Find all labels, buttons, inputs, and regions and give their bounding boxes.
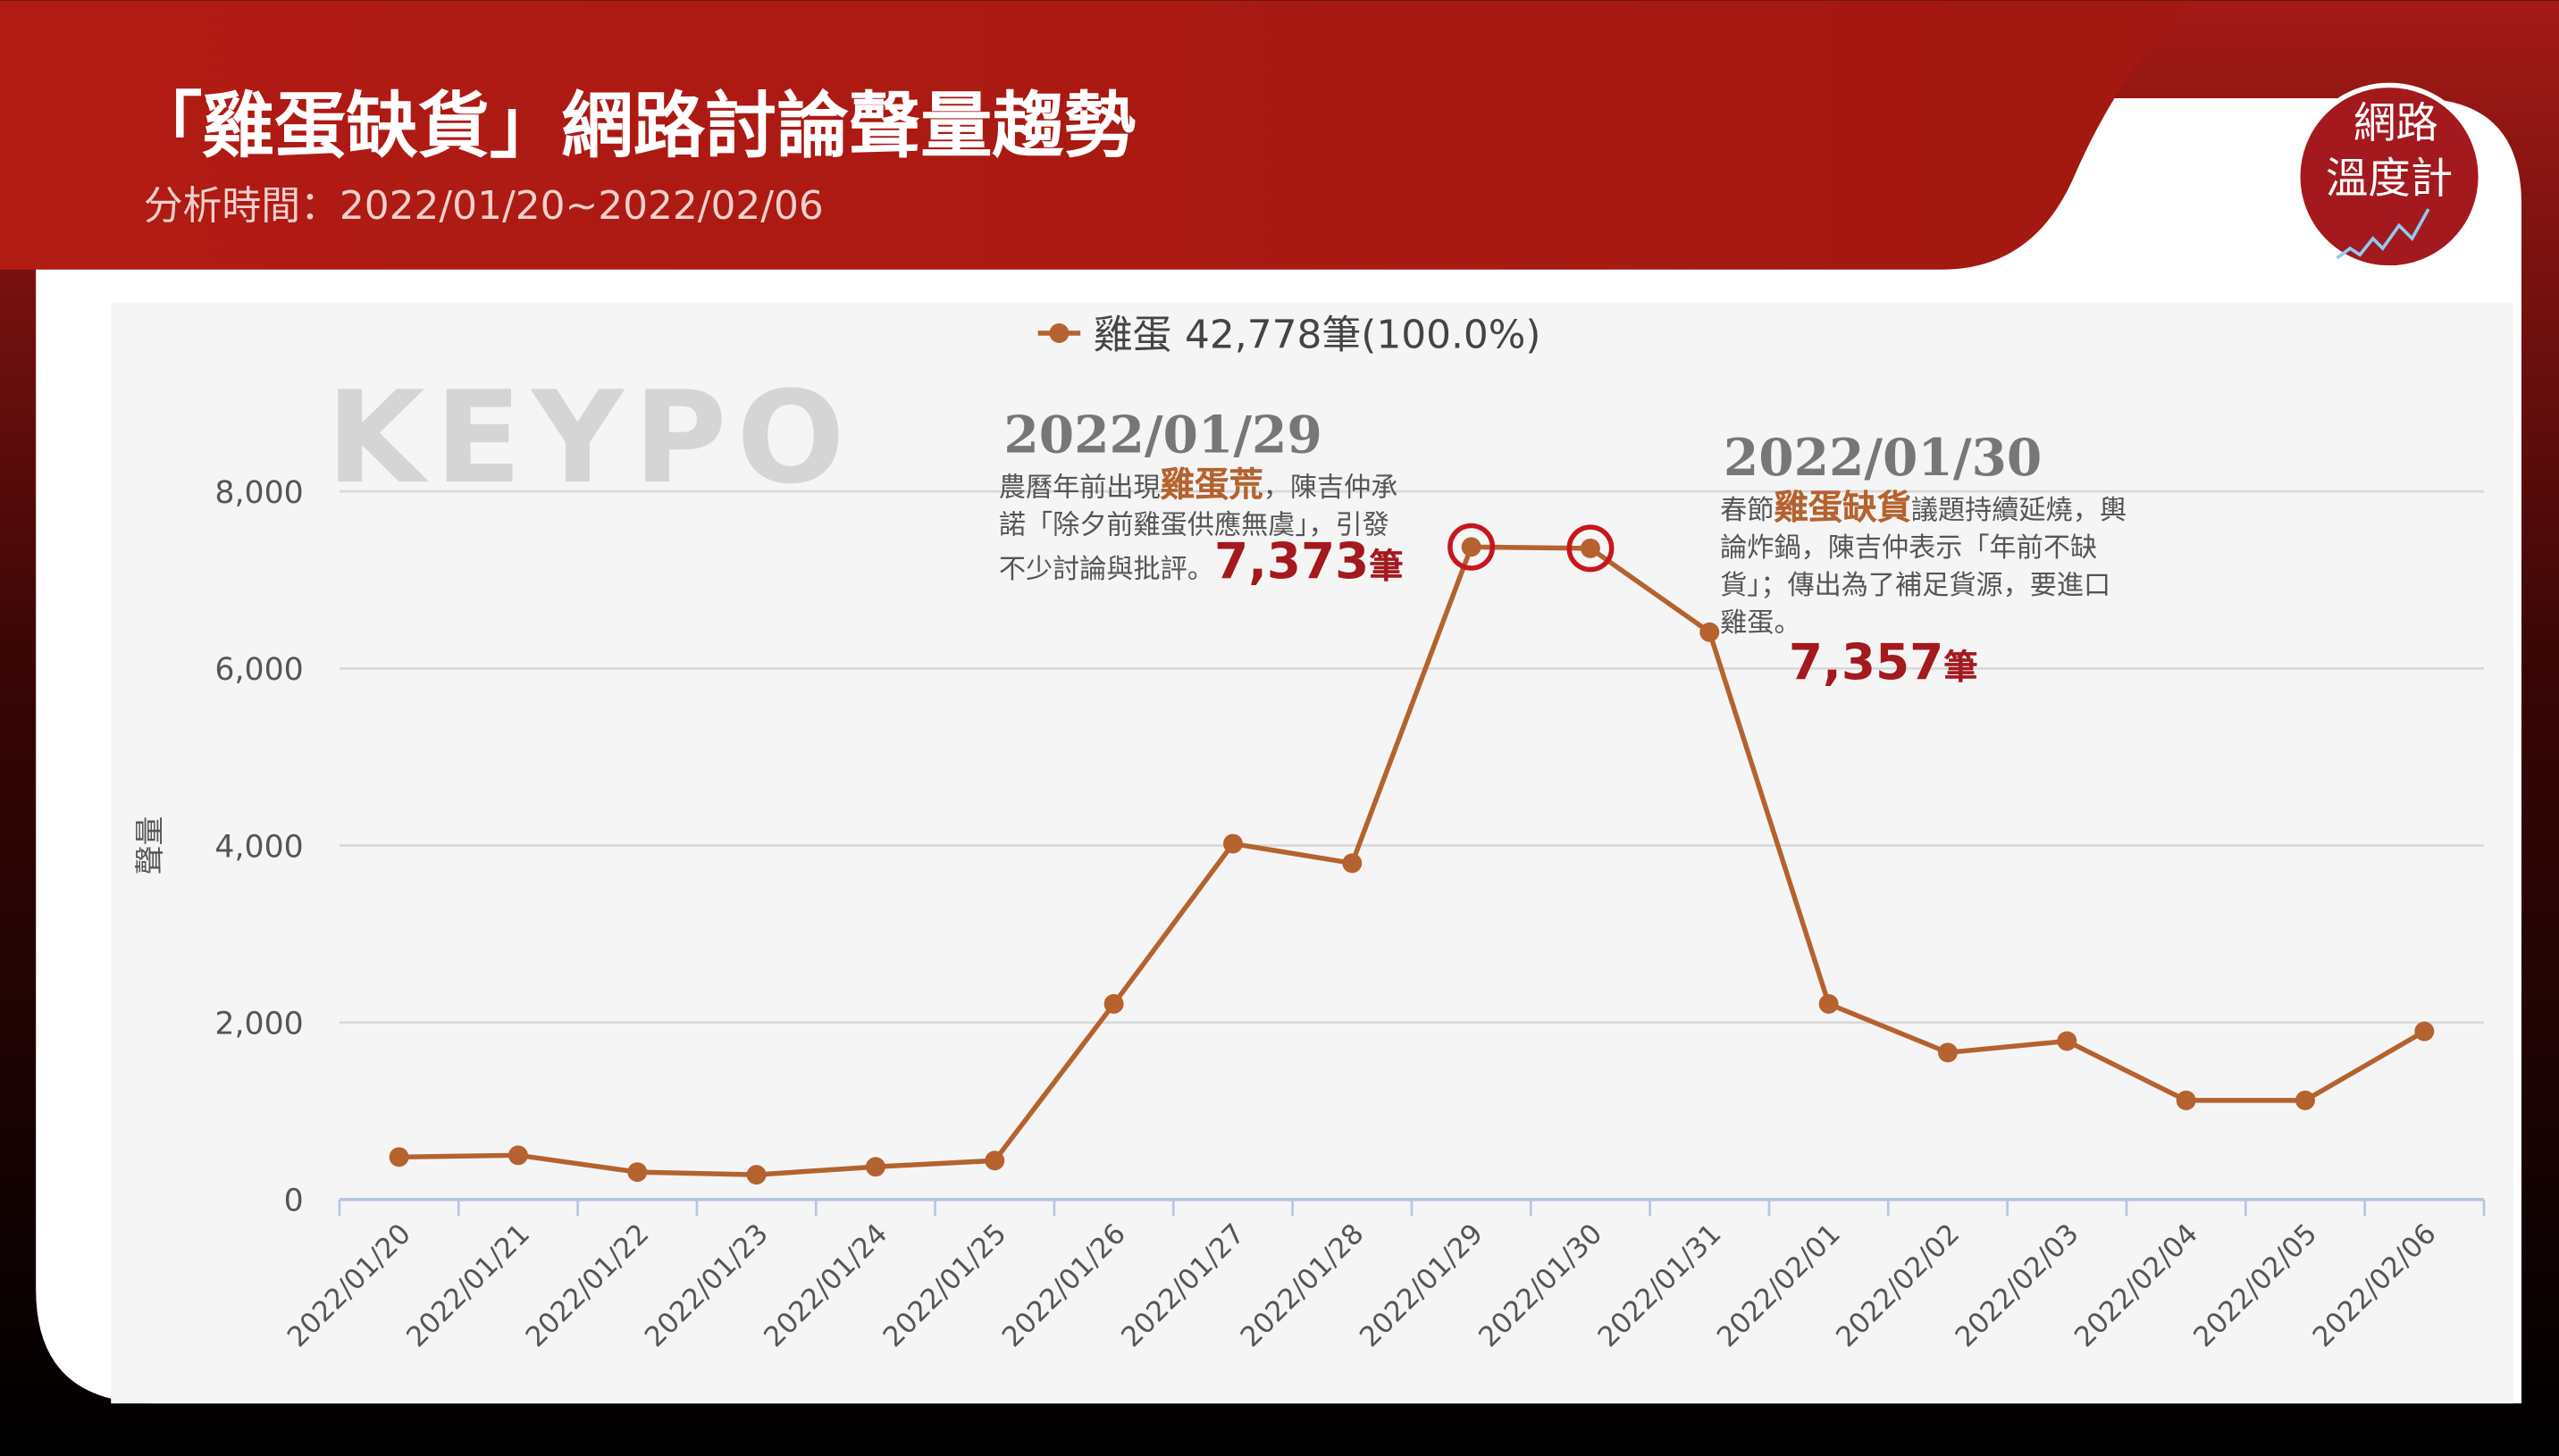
annotation-value: 7,357筆 [1720,639,2136,689]
annotation-val: 7,373 [1213,533,1370,591]
y-tick-label: 0 [284,1184,304,1219]
series-line [399,544,2426,1177]
watermark: KEYPO [326,364,854,512]
data-point [985,1151,1005,1171]
legend-label: 雞蛋 42,778筆(100.0%) [1094,312,1541,357]
y-tick-label: 4,000 [214,829,303,865]
y-tick-label: 6,000 [214,652,303,688]
y-axis-label: 聲量 [132,816,167,875]
y-tick-label: 8,000 [214,475,303,511]
logo-icon [2336,208,2430,260]
annotation-hl: 雞蛋荒 [1160,466,1263,505]
annotation-unit: 筆 [1369,547,1404,587]
data-point [389,1147,409,1167]
data-point [508,1145,528,1166]
annotation-t: 議題持續延燒，輿論炸鍋，陳吉仲表示「年前不缺貨」；傳出為了補足貨源，要進口雞蛋。 [1720,494,2127,639]
data-point [1938,1042,1958,1063]
annotation-text: 農曆年前出現雞蛋荒，陳吉仲承諾「除夕前雞蛋供應無虞」，引發不少討論與批評。7,3… [999,467,1404,588]
data-point [2176,1090,2196,1110]
logo-text: 網路 [2353,99,2438,148]
data-point [2057,1031,2077,1051]
logo-text: 溫度計 [2326,155,2453,204]
data-point [1222,833,1243,854]
subtitle: 分析時間：2022/01/20~2022/02/06 [144,183,824,229]
data-point [746,1165,767,1185]
annotation-text: 春節雞蛋缺貨議題持續延燒，輿論炸鍋，陳吉仲表示「年前不缺貨」；傳出為了補足貨源，… [1720,490,2136,689]
annotation-hl: 雞蛋缺貨 [1774,490,1911,528]
plot-background [111,302,2513,1404]
title: 「雞蛋缺貨」網路討論聲量趨勢 [130,83,1136,167]
annotation-unit: 筆 [1943,648,1978,688]
y-tick-label: 2,000 [214,1006,303,1042]
annotation-date: 2022/01/29 [1003,406,1321,464]
annotation-body: 春節雞蛋缺貨議題持續延燒，輿論炸鍋，陳吉仲表示「年前不缺貨」；傳出為了補足貨源，… [1720,490,2136,689]
annotation-t: ，陳吉仲承諾「除夕前雞蛋供應無虞」，引發不少討論與批評。 [998,472,1398,585]
data-point [2295,1090,2315,1110]
annotation-date: 2022/01/30 [1724,429,2042,488]
logo-circle [2295,82,2484,271]
data-point [1461,537,1481,557]
data-point [1818,993,1839,1014]
header-band [0,0,2195,270]
data-point [1580,538,1600,558]
highlight-ring [1447,523,1496,571]
data-point [1699,622,1720,642]
annotation-val: 7,357 [1788,634,1944,692]
annotation-t: 春節 [1720,494,1775,526]
data-point [865,1157,885,1177]
legend-marker [1049,323,1070,343]
annotation-body: 農曆年前出現雞蛋荒，陳吉仲承諾「除夕前雞蛋供應無虞」，引發不少討論與批評。7,3… [999,467,1404,588]
annotation-value: 7,373筆 [1214,538,1404,587]
data-point [627,1162,648,1183]
annotation-t: 農曆年前出現 [998,472,1161,503]
highlight-ring [1566,524,1615,573]
legend-total: 42,778筆(100.0%) [1185,312,1541,357]
data-point [2414,1021,2435,1042]
legend-name: 雞蛋 [1094,312,1172,357]
data-point [1103,993,1124,1014]
data-point [1342,853,1363,874]
